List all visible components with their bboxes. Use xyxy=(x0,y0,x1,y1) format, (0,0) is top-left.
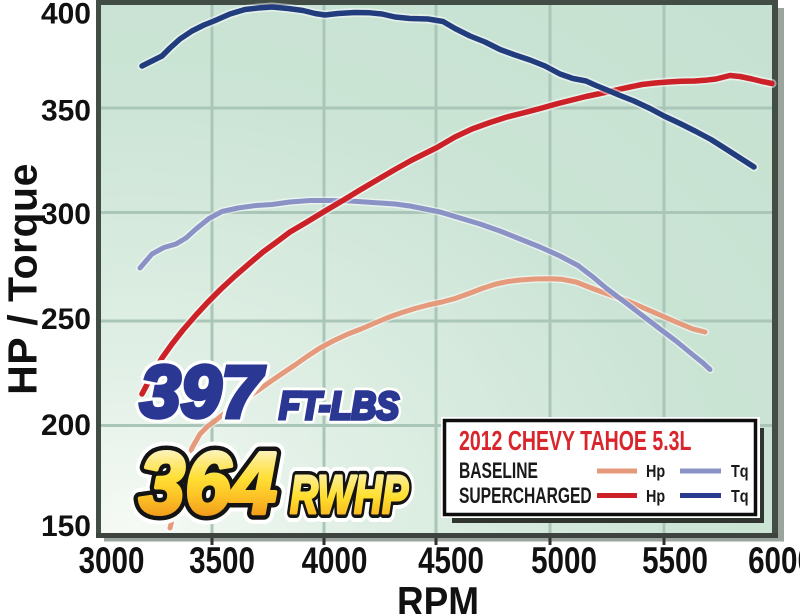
svg-text:RWHP: RWHP xyxy=(290,464,409,525)
svg-text:FT-LBS: FT-LBS xyxy=(279,384,400,428)
svg-text:RWHP: RWHP xyxy=(290,464,409,525)
svg-text:5000: 5000 xyxy=(531,541,597,582)
svg-text:150: 150 xyxy=(41,510,91,543)
svg-text:RWHP: RWHP xyxy=(290,464,409,525)
svg-text:SUPERCHARGED: SUPERCHARGED xyxy=(459,485,592,509)
svg-text:2012 CHEVY TAHOE 5.3L: 2012 CHEVY TAHOE 5.3L xyxy=(459,426,691,457)
svg-text:4000: 4000 xyxy=(302,541,368,582)
svg-text:397: 397 xyxy=(140,352,265,433)
svg-text:4500: 4500 xyxy=(418,541,484,582)
svg-text:200: 200 xyxy=(41,409,91,442)
svg-text:BASELINE: BASELINE xyxy=(459,460,538,484)
svg-text:FT-LBS: FT-LBS xyxy=(279,384,400,428)
svg-text:364: 364 xyxy=(139,434,277,531)
svg-text:Tq: Tq xyxy=(731,462,749,482)
svg-text:364: 364 xyxy=(139,434,277,531)
svg-text:Hp: Hp xyxy=(646,462,665,482)
svg-text:Hp: Hp xyxy=(646,487,665,507)
svg-text:3500: 3500 xyxy=(189,541,255,582)
svg-text:3000: 3000 xyxy=(79,541,145,582)
svg-text:HP / Torque: HP / Torque xyxy=(0,163,46,395)
svg-text:350: 350 xyxy=(41,95,91,128)
svg-text:Tq: Tq xyxy=(731,487,749,507)
svg-text:300: 300 xyxy=(41,198,91,231)
svg-text:RPM: RPM xyxy=(397,579,479,614)
svg-text:5500: 5500 xyxy=(642,541,708,582)
svg-text:250: 250 xyxy=(41,303,91,336)
svg-text:400: 400 xyxy=(41,0,91,30)
svg-text:364: 364 xyxy=(139,434,277,531)
svg-text:397: 397 xyxy=(140,352,265,433)
svg-text:6000: 6000 xyxy=(748,541,800,582)
